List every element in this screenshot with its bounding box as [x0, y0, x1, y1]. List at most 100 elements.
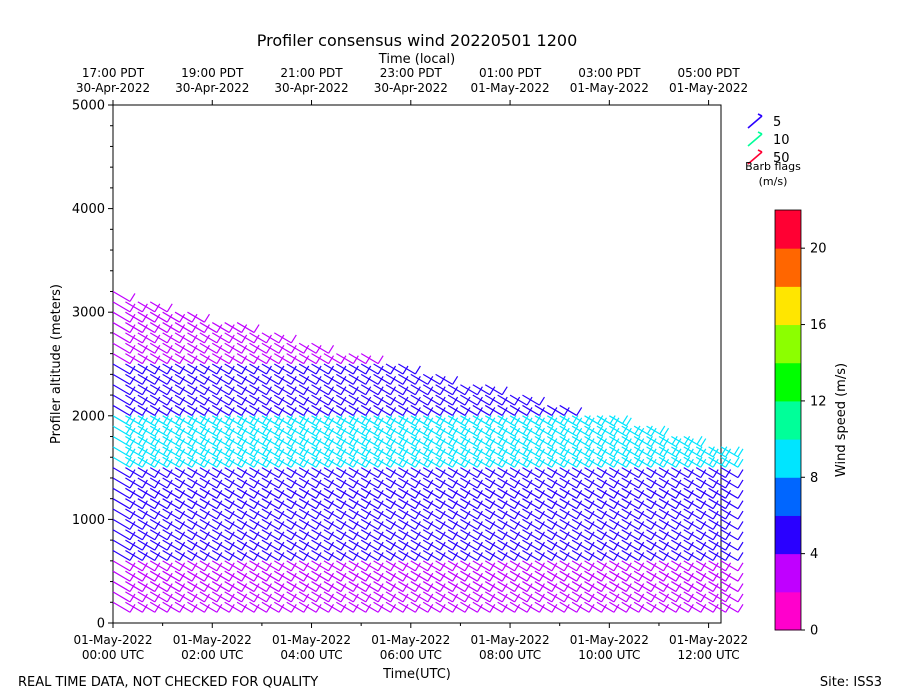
wind-barb: [286, 467, 310, 479]
wind-barb: [125, 539, 148, 551]
wind-barb: [274, 436, 297, 448]
wind-barb: [112, 581, 136, 593]
wind-barb: [199, 498, 223, 510]
wind-barb: [447, 591, 471, 603]
wind-barb: [497, 415, 521, 427]
wind-barb: [522, 570, 545, 582]
wind-barb: [112, 477, 136, 489]
wind-barb: [149, 394, 173, 406]
wind-barb: [671, 456, 694, 468]
legend-entry: [747, 113, 763, 129]
wind-barb: [447, 508, 471, 520]
wind-barb: [112, 311, 136, 323]
wind-barb: [497, 436, 521, 448]
wind-barb: [373, 404, 397, 416]
wind-barb: [211, 539, 235, 551]
wind-barb: [298, 425, 322, 437]
wind-barb: [546, 404, 570, 416]
wind-barb: [274, 477, 297, 489]
wind-barb: [274, 456, 297, 468]
wind-barb: [149, 342, 173, 354]
wind-barb: [435, 601, 459, 613]
wind-barb: [224, 570, 248, 582]
wind-barb: [385, 436, 409, 448]
wind-barb: [720, 581, 744, 593]
wind-barb: [410, 404, 434, 416]
wind-barb: [211, 384, 235, 396]
wind-barb: [162, 425, 186, 437]
wind-barb: [187, 549, 210, 561]
wind-barb: [460, 581, 483, 593]
wind-barb: [286, 477, 310, 489]
wind-barb: [274, 425, 297, 437]
wind-barb: [509, 487, 533, 499]
wind-barb: [236, 498, 260, 510]
wind-barb: [261, 539, 285, 551]
wind-barb: [187, 570, 210, 582]
wind-barb: [162, 467, 186, 479]
wind-barb: [422, 446, 446, 458]
wind-barb: [708, 446, 732, 458]
wind-barb: [534, 404, 558, 416]
wind-barb: [460, 570, 483, 582]
wind-barb: [646, 529, 670, 541]
wind-barb: [224, 332, 248, 344]
wind-barb: [224, 560, 248, 572]
wind-barb: [410, 539, 434, 551]
wind-barb: [546, 508, 570, 520]
wind-barb: [162, 342, 186, 354]
wind-barb: [720, 601, 744, 613]
wind-barb: [422, 477, 446, 489]
wind-barb: [584, 539, 608, 551]
wind-barb: [534, 601, 558, 613]
x-tick-time: 02:00 UTC: [181, 648, 243, 662]
wind-barb: [360, 529, 384, 541]
wind-barb: [298, 477, 322, 489]
wind-barb: [348, 570, 372, 582]
wind-barb: [236, 322, 260, 334]
wind-barb: [199, 384, 223, 396]
wind-barb: [385, 581, 409, 593]
wind-barb: [137, 415, 161, 427]
wind-barb: [546, 549, 570, 561]
wind-barb: [410, 508, 434, 520]
wind-barb: [348, 353, 372, 365]
wind-barb: [497, 508, 521, 520]
wind-barb: [559, 518, 583, 530]
wind-barb: [546, 518, 570, 530]
wind-barb: [596, 539, 620, 551]
wind-barb: [720, 560, 744, 572]
wind-barb: [671, 601, 694, 613]
wind-barb: [658, 560, 682, 572]
wind-barb: [298, 373, 322, 385]
wind-barb: [534, 467, 558, 479]
wind-barb: [584, 581, 608, 593]
wind-barb: [385, 508, 409, 520]
wind-barb: [187, 601, 210, 613]
x-tick-date: 01-May-2022: [570, 633, 649, 647]
wind-barb: [447, 549, 471, 561]
wind-barb: [373, 508, 397, 520]
wind-barb: [311, 518, 335, 530]
wind-barb: [336, 529, 359, 541]
wind-barb: [484, 549, 508, 561]
wind-barb: [584, 518, 608, 530]
wind-barb: [323, 467, 347, 479]
wind-barb: [149, 404, 173, 416]
wind-barb: [559, 549, 583, 561]
wind-barb: [199, 518, 223, 530]
wind-barb: [199, 373, 223, 385]
colorbar-tick-label: 16: [810, 318, 827, 333]
wind-barb: [286, 498, 310, 510]
wind-barb: [633, 601, 657, 613]
wind-barb: [125, 415, 148, 427]
wind-barb: [298, 508, 322, 520]
wind-barb: [695, 518, 719, 530]
wind-barb: [187, 311, 210, 323]
wind-barb: [472, 549, 496, 561]
wind-barb: [385, 549, 409, 561]
wind-barb: [323, 539, 347, 551]
wind-barb: [323, 415, 347, 427]
wind-barb: [149, 570, 173, 582]
colorbar-label: Wind speed (m/s): [834, 363, 849, 477]
